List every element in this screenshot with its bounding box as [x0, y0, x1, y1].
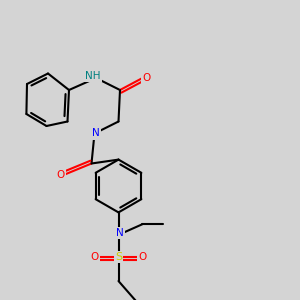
Text: O: O: [57, 169, 65, 180]
Text: O: O: [142, 73, 150, 83]
Text: N: N: [116, 228, 124, 238]
Text: O: O: [90, 252, 98, 262]
Text: N: N: [92, 128, 100, 139]
Text: NH: NH: [85, 70, 101, 81]
Text: O: O: [139, 252, 147, 262]
Text: S: S: [115, 252, 122, 262]
